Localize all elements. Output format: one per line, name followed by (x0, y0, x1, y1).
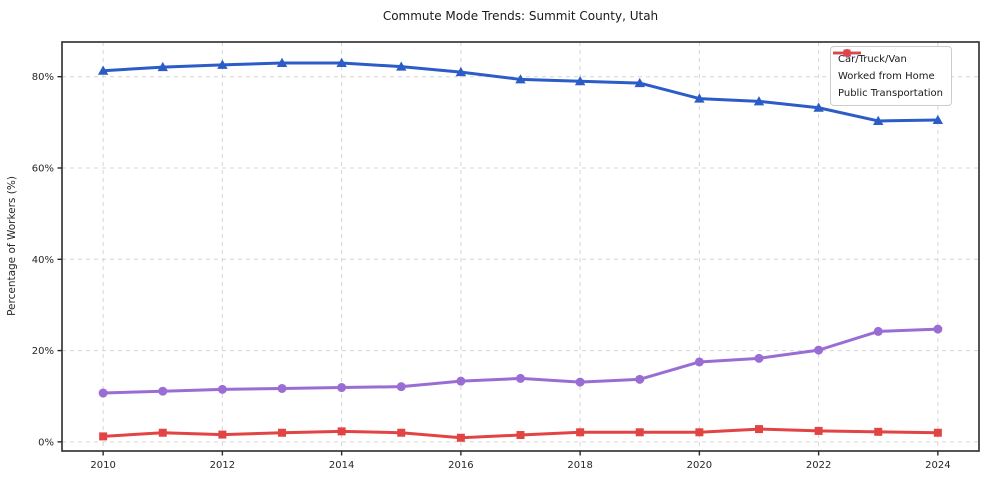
triangle-marker (694, 93, 705, 103)
square-marker (635, 428, 644, 437)
square-marker (516, 431, 525, 440)
triangle-marker (336, 57, 347, 67)
y-tick-label: 0% (38, 437, 54, 448)
triangle-marker (217, 59, 228, 69)
x-tick-label: 2016 (448, 460, 473, 471)
x-tick-label: 2012 (210, 460, 235, 471)
circle-marker (456, 376, 466, 386)
circle-marker (933, 324, 943, 334)
circle-marker (337, 383, 347, 393)
triangle-marker (396, 61, 407, 71)
circle-marker (516, 373, 525, 383)
circle-marker (635, 374, 645, 384)
y-tick-label: 20% (32, 346, 54, 357)
square-marker (99, 432, 108, 441)
circle-marker (98, 388, 108, 398)
square-marker (158, 428, 167, 437)
square-marker (814, 426, 823, 435)
triangle-marker (455, 66, 467, 77)
square-marker (456, 433, 465, 442)
square-marker (218, 430, 227, 439)
triangle-marker (157, 61, 168, 72)
legend-label: Car/Truck/Van (838, 53, 907, 65)
chart-layers: 0% 20% 40% 60% 80% 2010 2012 2014 2016 2018 2020 20… (32, 41, 980, 471)
circle-marker (396, 382, 406, 392)
legend-item-public-transportation: Public Transportation (833, 49, 943, 100)
triangle-marker (932, 114, 944, 125)
series-car-truck-van (97, 57, 944, 125)
circle-marker (694, 357, 704, 367)
circle-marker (873, 326, 883, 336)
x-tick-label: 2018 (567, 460, 592, 471)
axes-spines (61, 41, 980, 452)
square-marker (874, 427, 883, 436)
square-marker (695, 428, 704, 437)
legend-label: Public Transportation (838, 87, 943, 99)
y-tick-label: 60% (32, 163, 54, 174)
series-worked-from-home (98, 324, 943, 398)
circle-marker (277, 383, 287, 393)
triangle-marker (515, 74, 526, 84)
legend: Car/Truck/Van Worked from Home Public Tran… (830, 46, 952, 106)
y-tick-label: 40% (32, 255, 54, 266)
x-tick-label: 2014 (329, 460, 354, 471)
axis-ticks: 0% 20% 40% 60% 80% 2010 2012 2014 2016 2018 2020 20… (32, 72, 951, 471)
square-legend-swatch (833, 49, 861, 57)
circle-marker (754, 353, 764, 363)
circle-marker (814, 345, 824, 355)
triangle-marker (276, 57, 288, 67)
legend-item-worked-from-home: Worked from Home (833, 49, 943, 83)
circle-marker (217, 384, 227, 394)
chart-title: Commute Mode Trends: Summit County, Utah (382, 9, 659, 23)
legend-label: Worked from Home (838, 70, 935, 82)
triangle-marker (574, 76, 586, 86)
circle-marker (158, 386, 168, 396)
square-marker (337, 427, 346, 436)
square-marker (576, 428, 585, 437)
y-tick-label: 80% (32, 72, 54, 83)
square-marker (754, 425, 763, 434)
x-tick-label: 2020 (687, 460, 712, 471)
triangle-marker (634, 77, 645, 88)
triangle-marker (753, 96, 765, 106)
y-axis-label: Percentage of Workers (%) (6, 176, 18, 316)
circle-marker (575, 377, 585, 387)
triangle-marker (813, 102, 824, 112)
x-tick-label: 2022 (806, 460, 831, 471)
square-marker (933, 428, 942, 437)
series-public-transportation (99, 425, 942, 442)
square-marker (278, 428, 287, 437)
square-marker (397, 428, 406, 437)
x-tick-label: 2024 (925, 460, 950, 471)
triangle-marker (873, 115, 884, 125)
triangle-marker (97, 65, 109, 75)
x-tick-label: 2010 (90, 460, 115, 471)
